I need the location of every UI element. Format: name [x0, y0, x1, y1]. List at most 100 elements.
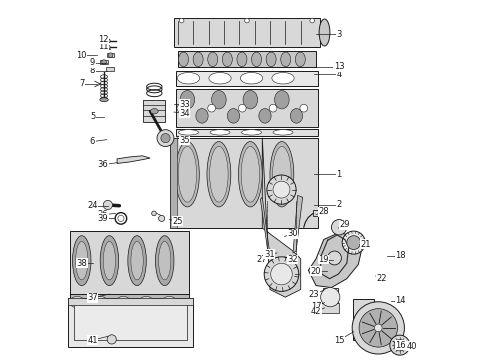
Ellipse shape — [150, 109, 158, 114]
Text: 39: 39 — [98, 214, 108, 223]
Ellipse shape — [178, 147, 196, 202]
Text: 6: 6 — [90, 137, 95, 146]
Bar — [174, 18, 320, 48]
Text: 27: 27 — [256, 255, 267, 264]
Text: 1: 1 — [337, 170, 342, 179]
Text: 22: 22 — [376, 274, 387, 283]
Text: 35: 35 — [179, 136, 190, 145]
Circle shape — [105, 39, 110, 43]
Text: 14: 14 — [395, 297, 406, 306]
Bar — [170, 138, 318, 228]
Circle shape — [347, 236, 361, 249]
Ellipse shape — [266, 52, 276, 67]
Circle shape — [105, 45, 110, 50]
Circle shape — [328, 251, 342, 265]
Ellipse shape — [273, 130, 293, 135]
Bar — [170, 138, 177, 228]
Text: 32: 32 — [287, 255, 297, 264]
Bar — [74, 304, 187, 340]
Ellipse shape — [208, 52, 218, 67]
Circle shape — [331, 220, 347, 235]
Text: 13: 13 — [334, 62, 344, 71]
Ellipse shape — [259, 109, 271, 123]
Text: 5: 5 — [90, 112, 95, 121]
Bar — [107, 53, 114, 57]
Text: 11: 11 — [98, 42, 108, 51]
Ellipse shape — [281, 52, 291, 67]
Ellipse shape — [70, 296, 84, 308]
Text: 10: 10 — [76, 51, 87, 60]
Circle shape — [390, 335, 410, 355]
Text: 21: 21 — [361, 240, 371, 249]
Text: 38: 38 — [76, 259, 87, 268]
Bar — [105, 67, 114, 71]
Circle shape — [152, 211, 156, 216]
Ellipse shape — [93, 296, 107, 308]
Circle shape — [103, 201, 113, 210]
Ellipse shape — [319, 19, 330, 46]
Ellipse shape — [295, 52, 305, 67]
Ellipse shape — [159, 242, 171, 280]
Ellipse shape — [227, 109, 240, 123]
Ellipse shape — [207, 141, 231, 207]
Text: 36: 36 — [98, 160, 108, 169]
Text: 25: 25 — [172, 217, 183, 226]
Ellipse shape — [193, 52, 203, 67]
Text: 31: 31 — [264, 249, 274, 258]
Ellipse shape — [100, 236, 119, 285]
Ellipse shape — [155, 236, 174, 285]
Ellipse shape — [162, 296, 176, 308]
Bar — [352, 299, 374, 340]
Polygon shape — [260, 197, 270, 255]
Text: 17: 17 — [311, 302, 321, 311]
Text: 29: 29 — [340, 220, 350, 229]
Bar — [68, 298, 193, 347]
Ellipse shape — [242, 130, 262, 135]
Circle shape — [310, 18, 315, 23]
Text: 3: 3 — [337, 30, 342, 39]
Bar — [178, 51, 316, 67]
Ellipse shape — [177, 72, 200, 84]
Ellipse shape — [100, 98, 108, 102]
Circle shape — [320, 288, 340, 307]
Circle shape — [177, 104, 185, 112]
Ellipse shape — [210, 147, 228, 202]
Text: 28: 28 — [318, 207, 329, 216]
Bar — [70, 294, 189, 311]
Ellipse shape — [239, 141, 262, 207]
Circle shape — [271, 264, 292, 285]
Text: 34: 34 — [179, 109, 190, 118]
Ellipse shape — [178, 130, 198, 135]
Ellipse shape — [272, 147, 291, 202]
Polygon shape — [293, 195, 303, 253]
Ellipse shape — [251, 52, 262, 67]
Ellipse shape — [180, 90, 195, 109]
Ellipse shape — [131, 242, 143, 280]
Bar — [320, 303, 339, 312]
Polygon shape — [262, 138, 301, 297]
Bar — [313, 210, 324, 216]
Text: 15: 15 — [334, 336, 344, 345]
Text: 8: 8 — [90, 66, 95, 75]
Circle shape — [107, 335, 116, 344]
Text: 16: 16 — [395, 341, 406, 350]
Ellipse shape — [175, 141, 199, 207]
Circle shape — [208, 104, 216, 112]
Text: 26: 26 — [98, 210, 108, 219]
Text: 23: 23 — [309, 289, 319, 298]
Circle shape — [239, 104, 246, 112]
Bar — [323, 288, 338, 306]
Ellipse shape — [210, 130, 230, 135]
Circle shape — [267, 175, 296, 204]
Ellipse shape — [274, 90, 289, 109]
Text: 18: 18 — [395, 251, 406, 260]
Ellipse shape — [222, 52, 232, 67]
Circle shape — [108, 53, 113, 58]
Circle shape — [157, 130, 174, 147]
Bar — [143, 100, 166, 122]
Circle shape — [342, 231, 365, 254]
Ellipse shape — [272, 72, 294, 84]
Circle shape — [374, 324, 382, 332]
Ellipse shape — [196, 109, 208, 123]
Text: 2: 2 — [337, 201, 342, 210]
